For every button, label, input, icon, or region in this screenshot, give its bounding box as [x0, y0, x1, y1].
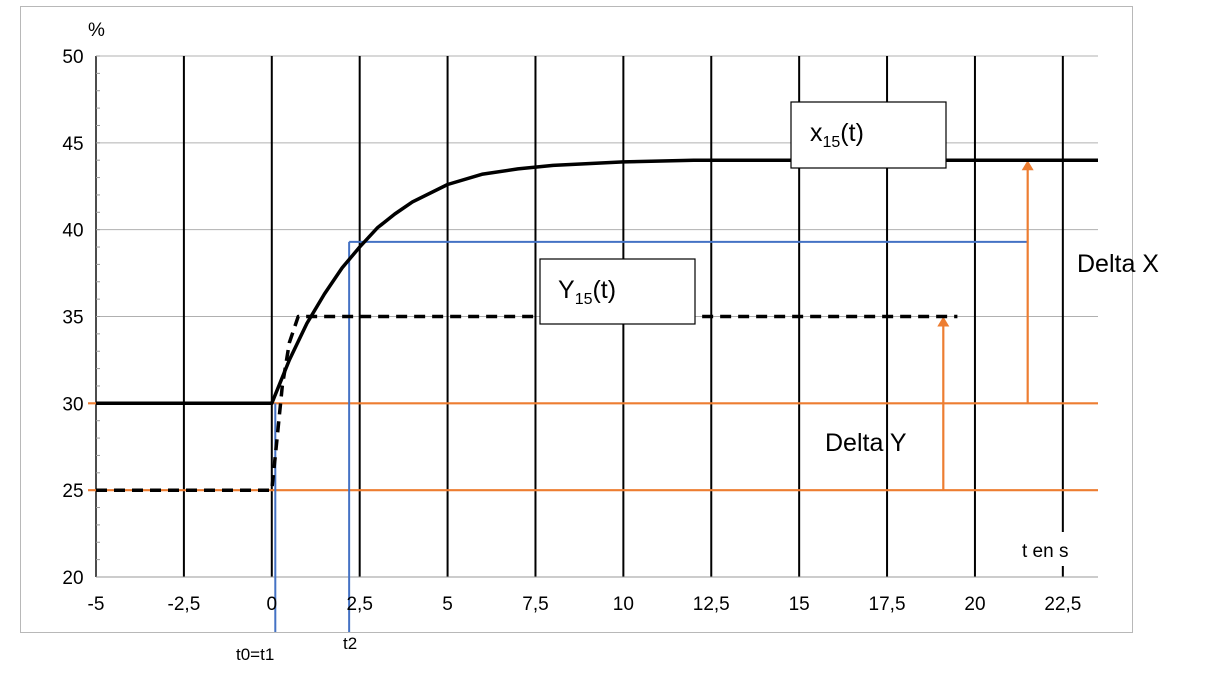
y15-series-line — [96, 314, 958, 492]
x15-label: x15(t) — [810, 119, 864, 151]
y15-label-box: Y15(t) — [539, 258, 696, 325]
y-tick-label: 40 — [62, 221, 83, 242]
x-tick-label: 10 — [613, 594, 634, 615]
tick-labels: 20 25 30 35 40 45 50 -5 -2,5 0 2,5 5 7,5 10 12,5 15 17,5… — [62, 47, 1081, 615]
x-tick-label: -5 — [88, 594, 105, 615]
delta-y-arrow-head — [937, 316, 950, 327]
x-tick-label: 2,5 — [346, 594, 372, 615]
x-axis-label-bg — [1017, 532, 1099, 566]
series-lines — [96, 158, 1098, 492]
x-tick-label: 0 — [267, 594, 278, 615]
t0-label: t0=t1 — [236, 645, 274, 664]
t2-label: t2 — [343, 634, 357, 653]
x-tick-label: 7,5 — [522, 594, 548, 615]
delta-x-label: Delta X — [1077, 250, 1159, 278]
x-tick-label: 17,5 — [869, 594, 906, 615]
x-tick-label: 12,5 — [693, 594, 730, 615]
y-tick-label: 35 — [62, 308, 83, 329]
y-tick-label: 20 — [62, 568, 83, 589]
x-axis-label: t en s — [1022, 541, 1068, 562]
y15-label: Y15(t) — [558, 276, 616, 308]
reference-lines — [88, 160, 1098, 632]
y15-label-frame — [539, 258, 696, 325]
x15-series-line — [96, 158, 1098, 406]
x-tick-label: -2,5 — [168, 594, 201, 615]
y-tick-label: 25 — [62, 481, 83, 502]
x-tick-label: 5 — [442, 594, 453, 615]
y-tick-label: 50 — [62, 47, 83, 68]
delta-y-label: Delta Y — [825, 429, 907, 457]
x15-label-frame — [790, 101, 947, 169]
y-tick-label: 30 — [62, 394, 83, 415]
x-tick-label: 22,5 — [1044, 594, 1081, 615]
y-axis-label: % — [88, 20, 105, 41]
x15-label-box: x15(t) — [790, 101, 947, 169]
x-tick-label: 20 — [964, 594, 985, 615]
x-tick-label: 15 — [789, 594, 810, 615]
chart-frame — [20, 6, 1133, 633]
y-tick-label: 45 — [62, 134, 83, 155]
delta-x-arrow-head — [1021, 160, 1034, 171]
